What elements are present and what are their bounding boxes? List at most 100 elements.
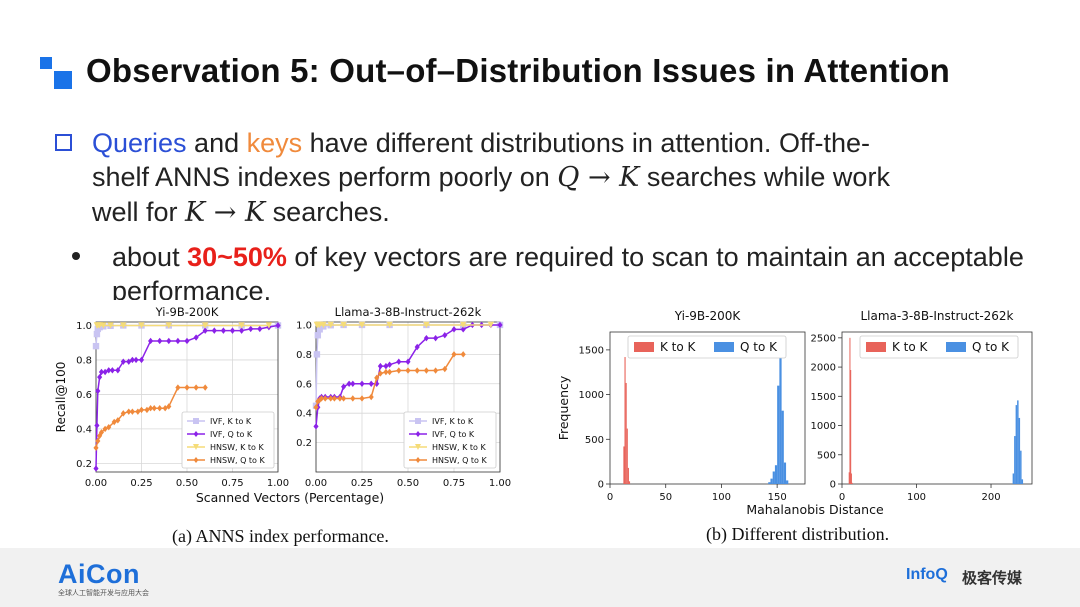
data-point <box>193 334 199 341</box>
data-point <box>193 384 199 391</box>
data-point <box>95 437 101 445</box>
data-point <box>327 321 334 329</box>
data-point <box>368 380 374 387</box>
data-point <box>148 337 154 345</box>
data-point <box>313 404 319 411</box>
data-point <box>157 337 163 345</box>
data-point <box>275 322 281 329</box>
data-point <box>129 356 135 364</box>
keys-word: keys <box>246 128 303 158</box>
histogram-bar <box>768 482 771 484</box>
data-point <box>350 380 356 387</box>
data-point <box>423 334 429 342</box>
data-point <box>248 325 254 333</box>
y-tick-label: 0.4 <box>296 409 312 420</box>
data-point <box>126 358 132 365</box>
histogram-bar <box>1020 450 1022 484</box>
x-tick-label: 200 <box>981 492 1000 503</box>
data-point <box>211 327 217 334</box>
y-tick-label: 1000 <box>811 421 836 432</box>
y-tick-label: 2500 <box>811 333 836 344</box>
legend-marker <box>415 431 421 437</box>
data-point <box>387 361 393 368</box>
data-point <box>414 343 420 351</box>
data-point <box>442 365 448 373</box>
data-point <box>115 367 121 374</box>
histogram-bar <box>848 472 850 484</box>
chart-title: Yi-9B-200K <box>155 305 219 319</box>
data-point <box>340 321 347 329</box>
data-point <box>313 423 319 430</box>
y-tick-label: 1000 <box>579 390 604 401</box>
data-point <box>100 322 107 329</box>
data-point <box>239 327 245 334</box>
data-point <box>120 358 126 365</box>
x-tick-label: 0.75 <box>443 478 465 489</box>
data-point <box>423 367 429 374</box>
x-tick-label: 0.00 <box>305 478 327 489</box>
legend-marker <box>193 444 199 450</box>
data-point <box>396 367 402 374</box>
kk-math: K → K <box>185 197 266 228</box>
histogram-bar <box>850 473 852 484</box>
data-point <box>184 384 190 391</box>
y-axis-label: Frequency <box>556 375 571 440</box>
data-point <box>220 327 226 334</box>
x-tick-label: 0 <box>607 492 613 503</box>
para-text: have different distributions in attentio… <box>302 128 870 158</box>
caption-a: (a) ANNS index performance. <box>172 526 389 546</box>
y-tick-label: 0.2 <box>296 438 312 449</box>
data-point <box>316 326 323 333</box>
data-point <box>257 325 263 333</box>
data-point <box>98 368 105 376</box>
data-point <box>346 380 352 387</box>
data-point <box>126 408 132 415</box>
legend-marker <box>415 444 421 450</box>
sub-bullet: about 30~50% of key vectors are required… <box>112 240 1052 308</box>
legend-swatch <box>634 342 654 352</box>
data-point <box>165 322 172 329</box>
x-tick-label: 0.50 <box>176 478 198 489</box>
histogram-bar <box>1015 405 1018 484</box>
x-tick-label: 1.00 <box>489 478 511 489</box>
histogram-bar <box>774 465 778 484</box>
data-point <box>374 374 380 382</box>
x-tick-label: 150 <box>768 492 787 503</box>
data-point <box>331 395 337 402</box>
x-tick-label: 1.00 <box>267 478 289 489</box>
data-point <box>314 332 322 339</box>
data-point <box>93 444 99 452</box>
checkbox-bullet-icon <box>55 134 72 151</box>
y-tick-label: 500 <box>817 450 836 461</box>
y-tick-label: 1500 <box>579 345 604 356</box>
para-text: and <box>186 128 247 158</box>
data-point <box>423 321 430 329</box>
infoq-logo: InfoQ <box>906 566 948 583</box>
chart-title: Yi-9B-200K <box>674 309 742 323</box>
histogram-bar <box>627 467 629 484</box>
data-point <box>383 368 389 376</box>
aicon-logo: AiCon <box>58 559 140 589</box>
histogram-bar <box>1017 400 1019 484</box>
queries-word: Queries <box>92 128 187 158</box>
y-tick-label: 0.4 <box>76 424 92 435</box>
legend-label: IVF, Q to K <box>432 430 475 439</box>
y-tick-label: 2000 <box>811 363 836 374</box>
x-tick-label: 0 <box>839 492 845 503</box>
data-point <box>318 395 325 402</box>
histogram-bar <box>1018 417 1021 484</box>
legend-label: Q to K <box>740 340 778 354</box>
data-point <box>107 322 114 329</box>
legend-marker <box>415 418 421 424</box>
data-point <box>359 380 365 387</box>
histogram-bar <box>851 482 853 484</box>
data-point <box>106 423 112 431</box>
footer-bar <box>0 548 1080 607</box>
y-tick-label: 0.8 <box>296 350 312 361</box>
qk-math: Q → K <box>557 162 640 193</box>
data-point <box>184 337 190 345</box>
histogram-bar <box>623 446 625 484</box>
y-tick-label: 1500 <box>811 392 836 403</box>
title-square-icon <box>40 57 74 91</box>
data-point <box>451 351 457 358</box>
